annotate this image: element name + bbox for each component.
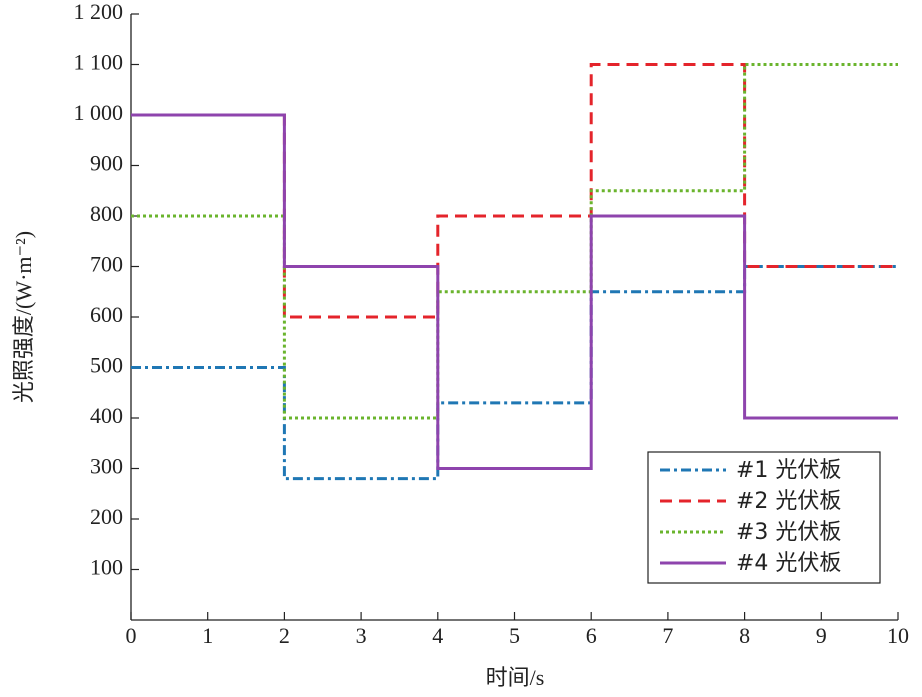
x-axis-label: 时间/s: [486, 665, 545, 690]
y-tick-label: 1 000: [74, 100, 124, 125]
y-tick-label: 500: [90, 353, 123, 378]
x-tick-label: 6: [586, 623, 597, 648]
y-tick-label: 200: [90, 504, 123, 529]
legend-label: #1 光伏板: [736, 458, 841, 483]
x-tick-label: 1: [202, 623, 213, 648]
x-tick-label: 2: [279, 623, 290, 648]
y-tick-label: 100: [90, 555, 123, 580]
x-tick-label: 4: [432, 623, 443, 648]
x-tick-label: 7: [662, 623, 673, 648]
x-tick-label: 3: [356, 623, 367, 648]
legend-box: [647, 451, 881, 584]
y-tick-label: 900: [90, 151, 123, 176]
x-tick-label: 5: [509, 623, 520, 648]
y-axis-label: 光照强度/(W·m⁻²): [11, 231, 36, 403]
series-line: [131, 63, 898, 319]
y-tick-label: 400: [90, 403, 123, 428]
series-line: [131, 265, 898, 481]
legend: #1 光伏板 #2 光伏板 #3 光伏板 #4 光伏板: [647, 451, 881, 584]
y-tick-label: 600: [90, 302, 123, 327]
series-line: [131, 113, 898, 470]
series-line: [131, 63, 898, 420]
x-tick-label: 8: [739, 623, 750, 648]
legend-label: #2 光伏板: [736, 489, 841, 514]
legend-label: #4 光伏板: [736, 551, 841, 576]
y-tick-label: 700: [90, 252, 123, 277]
y-tick-label: 300: [90, 454, 123, 479]
x-tick-label: 0: [126, 623, 137, 648]
legend-label: #3 光伏板: [736, 520, 841, 545]
y-tick-label: 800: [90, 201, 123, 226]
x-tick-label: 9: [816, 623, 827, 648]
y-tick-label: 1 100: [74, 50, 124, 75]
x-tick-label: 10: [887, 623, 909, 648]
y-tick-label: 1 200: [74, 0, 124, 24]
